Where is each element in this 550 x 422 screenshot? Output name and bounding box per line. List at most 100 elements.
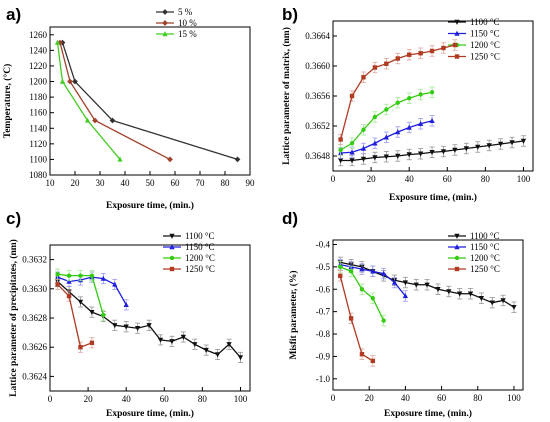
- data-point: [372, 140, 378, 146]
- x-tick-label: 20: [84, 394, 94, 404]
- series-3: [54, 39, 123, 162]
- chart-panel-1: a) 10 20 30 40 50 60 70 80 90 1080 1100 1120 1140 1160…: [2, 5, 255, 211]
- series-3: [338, 86, 435, 156]
- data-point: [359, 351, 365, 357]
- data-point: [383, 134, 389, 140]
- legend-marker: [162, 20, 168, 26]
- data-point: [78, 273, 83, 278]
- y-tick-label: 0.3624: [22, 371, 47, 381]
- x-tick-label: 10: [46, 178, 56, 188]
- y-tick-label: 0.3628: [22, 313, 47, 323]
- data-point: [92, 117, 98, 124]
- data-point: [349, 93, 355, 99]
- data-point: [413, 282, 419, 288]
- legend-marker: [162, 9, 168, 15]
- x-tick-label: 50: [146, 178, 156, 188]
- data-point: [440, 149, 447, 155]
- data-point: [457, 291, 463, 297]
- x-tick-label: 80: [481, 174, 491, 184]
- data-point: [123, 302, 129, 308]
- data-point: [418, 92, 423, 97]
- x-tick-label: 0: [331, 393, 336, 403]
- y-tick-label: 1160: [29, 108, 47, 118]
- legend-marker: [169, 233, 175, 239]
- panel-letter: a): [6, 5, 21, 24]
- data-point: [109, 117, 116, 124]
- data-point: [54, 39, 61, 45]
- data-point: [338, 264, 343, 270]
- data-point: [429, 117, 435, 123]
- data-point: [372, 155, 378, 161]
- data-point: [359, 287, 365, 292]
- data-point: [395, 153, 401, 159]
- legend-marker: [454, 19, 460, 25]
- series-3: [337, 261, 387, 327]
- plot-frame: [332, 239, 524, 391]
- legend-label: 1250 °C: [185, 264, 215, 274]
- x-tick-label: 80: [221, 178, 231, 188]
- y-tick-label: 0.3630: [22, 284, 47, 294]
- data-point: [429, 90, 435, 95]
- data-point: [67, 78, 73, 85]
- data-point: [381, 270, 387, 276]
- data-point: [360, 145, 367, 151]
- y-tick-label: 1180: [29, 92, 47, 102]
- data-point: [424, 282, 430, 288]
- legend-marker: [454, 255, 460, 261]
- data-point: [112, 323, 118, 329]
- data-point: [78, 345, 83, 350]
- data-point: [509, 140, 515, 146]
- legend-marker: [454, 54, 460, 59]
- legend-marker: [454, 233, 460, 239]
- data-point: [66, 273, 72, 278]
- series-1: [337, 135, 527, 167]
- legend-label: 1200 °C: [470, 40, 500, 50]
- legend-label: 1100 °C: [470, 17, 500, 27]
- data-point: [417, 151, 424, 157]
- data-point: [429, 48, 435, 54]
- plot-frame: [49, 244, 251, 392]
- y-tick-label: 0.3652: [305, 121, 330, 131]
- data-point: [418, 51, 423, 56]
- data-point: [361, 127, 366, 132]
- y-axis-title: Lattice parameter of precipitates, (nm): [8, 239, 19, 397]
- data-point: [406, 96, 412, 101]
- y-tick-label: -0.9: [316, 351, 331, 361]
- legend-label: 15 %: [178, 29, 197, 39]
- legend-label: 1100 °C: [470, 231, 500, 241]
- data-point: [117, 156, 123, 162]
- series-4: [337, 270, 376, 367]
- data-point: [167, 156, 173, 163]
- series-3: [55, 268, 106, 321]
- legend-marker: [169, 266, 175, 272]
- legend-label: 1100 °C: [185, 231, 215, 241]
- data-point: [511, 304, 517, 311]
- data-point: [520, 138, 527, 144]
- legend-marker: [454, 266, 460, 272]
- data-point: [72, 78, 78, 85]
- data-point: [446, 289, 452, 295]
- data-point: [349, 141, 355, 146]
- y-tick-label: 0.3626: [22, 342, 47, 352]
- data-point: [338, 147, 343, 153]
- legend-label: 1200 °C: [185, 253, 215, 263]
- x-tick-label: 20: [365, 393, 375, 403]
- data-point: [84, 117, 91, 123]
- data-point: [372, 65, 378, 70]
- data-point: [478, 296, 485, 302]
- x-tick-label: 0: [331, 174, 336, 184]
- y-tick-label: 0.3648: [305, 151, 330, 161]
- data-point: [435, 287, 441, 293]
- data-point: [500, 298, 506, 304]
- data-point: [134, 326, 141, 332]
- data-point: [169, 339, 175, 345]
- data-point: [391, 279, 398, 285]
- x-tick-label: 90: [246, 178, 256, 188]
- y-tick-label: 0.3664: [305, 31, 330, 41]
- legend-label: 1250 °C: [470, 52, 500, 62]
- data-point: [370, 268, 376, 274]
- legend-label: 1150 °C: [470, 29, 500, 39]
- data-point: [101, 312, 106, 318]
- data-point: [59, 78, 66, 84]
- data-point: [463, 146, 469, 152]
